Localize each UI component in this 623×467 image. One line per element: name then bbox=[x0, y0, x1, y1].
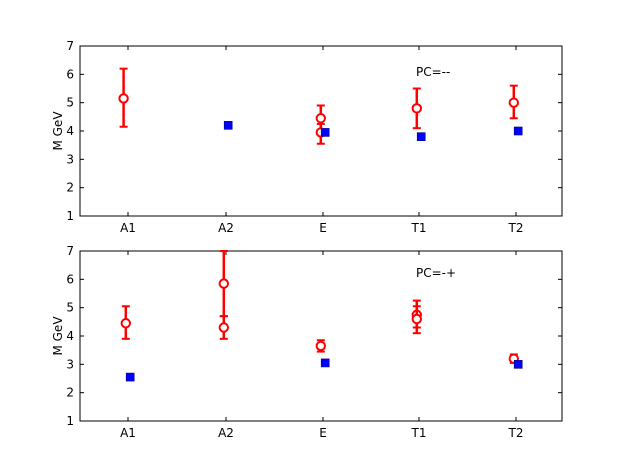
y-tick-label: 2 bbox=[66, 386, 74, 400]
data-point-square bbox=[513, 126, 523, 136]
data-point-square bbox=[223, 121, 233, 130]
data-point-circle bbox=[411, 103, 422, 114]
y-tick-label: 4 bbox=[66, 124, 74, 138]
y-tick-label: 1 bbox=[66, 209, 74, 223]
y-tick-label: 3 bbox=[66, 152, 74, 166]
data-point-square bbox=[125, 372, 135, 382]
data-point-square bbox=[513, 360, 523, 369]
data-point-square bbox=[416, 132, 426, 141]
y-tick-label: 5 bbox=[66, 301, 74, 315]
top-panel: 1 2 3 4 5 6 7 A1 A2 E T1 T2 M GeV PC=-- bbox=[51, 39, 563, 235]
pc-annotation: PC=-+ bbox=[416, 266, 456, 280]
data-point-square bbox=[320, 358, 330, 368]
x-tick-label: E bbox=[319, 221, 327, 235]
data-point-circle bbox=[218, 278, 229, 289]
data-point-circle bbox=[315, 113, 326, 124]
x-tick-label: T2 bbox=[508, 221, 524, 235]
x-tick-label: A1 bbox=[120, 221, 136, 235]
x-tick-label: T1 bbox=[411, 221, 427, 235]
data-point-square bbox=[320, 128, 330, 137]
data-point-circle bbox=[118, 93, 129, 104]
y-tick-label: 2 bbox=[66, 181, 74, 195]
x-tick-label: T1 bbox=[411, 426, 427, 440]
y-tick-label: 1 bbox=[66, 414, 74, 428]
y-tick-label: 6 bbox=[66, 272, 74, 286]
data-point-circle bbox=[508, 97, 519, 108]
bottom-panel: 1 2 3 4 5 6 7 A1 A2 E T1 T2 M GeV PC=-+ bbox=[51, 244, 563, 440]
y-tick-label: 7 bbox=[66, 39, 74, 53]
data-point-circle bbox=[120, 318, 131, 329]
x-tick-label: T2 bbox=[508, 426, 524, 440]
data-point-circle bbox=[315, 340, 326, 352]
x-tick-label: A2 bbox=[218, 426, 234, 440]
plot-area-frame bbox=[79, 250, 563, 422]
y-axis-label: M GeV bbox=[51, 316, 65, 356]
y-tick-label: 4 bbox=[66, 329, 74, 343]
y-tick-label: 3 bbox=[66, 357, 74, 371]
data-point-circle bbox=[411, 313, 422, 325]
x-tick-label: E bbox=[319, 426, 327, 440]
y-tick-label: 7 bbox=[66, 244, 74, 258]
y-tick-label: 6 bbox=[66, 67, 74, 81]
data-point-circle bbox=[218, 322, 229, 333]
y-tick-label: 5 bbox=[66, 96, 74, 110]
x-tick-label: A2 bbox=[218, 221, 234, 235]
x-tick-label: A1 bbox=[120, 426, 136, 440]
pc-annotation: PC=-- bbox=[416, 65, 450, 79]
y-axis-label: M GeV bbox=[51, 111, 65, 151]
